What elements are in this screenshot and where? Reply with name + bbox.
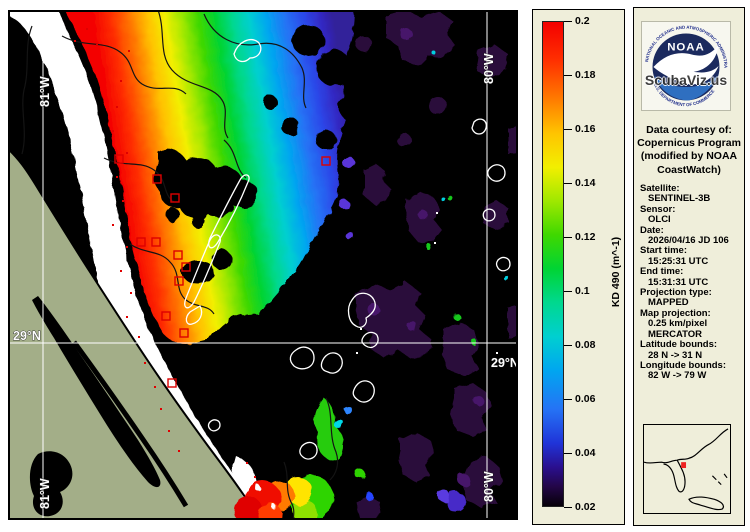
- detail-value: SENTINEL-3B: [648, 193, 711, 205]
- low-value-patches: [339, 10, 518, 520]
- detail-label: Latitude bounds:: [640, 339, 718, 351]
- colorbar-tick-mark: [564, 453, 572, 454]
- lat-label-29n-left: 29°N: [13, 329, 41, 343]
- station-marker: [321, 156, 331, 166]
- colorbar-tick-label: 0.04: [575, 447, 596, 459]
- lat-label-29n-right: 29°N: [491, 356, 518, 370]
- graticule: 81°W 81°W 80°W 80°W 29°N 29°N: [8, 10, 518, 520]
- colorbar-tick-label: 0.18: [575, 69, 596, 81]
- map-canvas: 81°W 81°W 80°W 80°W 29°N 29°N: [8, 10, 518, 520]
- colorbar-tick-label: 0.06: [575, 393, 596, 405]
- colorbar-tick-mark: [564, 129, 572, 130]
- station-marker: [151, 237, 161, 247]
- station-marker: [152, 174, 162, 184]
- scubaviz-watermark: ScubaViz.us: [644, 72, 728, 88]
- map-frame: [8, 10, 518, 520]
- credit-line: Copernicus Program: [637, 137, 741, 150]
- metadata-panel: NOAA NATIONAL OCEANIC AND ATMOSPHERIC AD…: [633, 7, 745, 526]
- station-marker: [179, 328, 189, 338]
- land: [8, 147, 261, 520]
- lon-label-81w-top: 81°W: [38, 76, 52, 107]
- station-marker: [173, 250, 183, 260]
- lon-label-80w-top: 80°W: [482, 53, 496, 84]
- colorbar-tick-label: 0.08: [575, 339, 596, 351]
- station-marker: [174, 276, 184, 286]
- colorbar-tick-mark: [564, 183, 572, 184]
- detail-value: 0.25 km/pixel: [648, 318, 708, 330]
- detail-value: OLCI: [648, 214, 671, 226]
- detail-value: MERCATOR: [648, 328, 703, 340]
- colorbar-tick-mark: [564, 507, 572, 508]
- detail-label: Sensor:: [640, 203, 676, 215]
- lagoon: [32, 296, 161, 488]
- colorbar-tick-label: 0.2: [575, 15, 590, 27]
- scene-details: Satellite: SENTINEL-3B Sensor: OLCI Date: 202…: [640, 183, 742, 382]
- station-marker: [181, 262, 191, 272]
- lon-label-80w-bottom: 80°W: [482, 471, 496, 502]
- inset-coastline: [643, 428, 729, 511]
- inset-scene-marker: [681, 462, 687, 469]
- colorbar-tick-label: 0.12: [575, 231, 596, 243]
- noaa-gull-icon: [653, 44, 719, 85]
- detail-label: Longitude bounds:: [640, 359, 727, 371]
- station-marker: [161, 311, 171, 321]
- detail-value: 15:25:31 UTC: [648, 255, 709, 267]
- cloud-holes: [154, 24, 365, 370]
- colorbar-tick-label: 0.14: [575, 177, 596, 189]
- credit-line: (modified by NOAA: [640, 150, 738, 163]
- detail-value: 28 N -> 31 N: [648, 349, 703, 361]
- satellite-map: 81°W 81°W 80°W 80°W 29°N 29°N: [8, 10, 518, 520]
- colorbar-gradient: [542, 21, 564, 507]
- locator-inset-map: [643, 424, 731, 514]
- credit-line: Data courtesy of:: [646, 124, 732, 136]
- detail-value: 15:31:31 UTC: [648, 276, 709, 288]
- colorbar-tick-mark: [564, 291, 572, 292]
- noaa-acronym: NOAA: [667, 42, 705, 54]
- station-marker: [114, 154, 124, 164]
- detail-label: Date:: [640, 224, 664, 236]
- colorbar-tick-mark: [564, 399, 572, 400]
- colorbar-tick-mark: [564, 237, 572, 238]
- colorbar-panel: 0.2 0.18 0.16 0.14 0.12 0.1 0.08 0.06 0.04 0.02 K…: [532, 9, 625, 525]
- colorbar-tick-label: 0.02: [575, 501, 596, 513]
- station-marker: [170, 193, 180, 203]
- detail-value: 82 W -> 79 W: [648, 370, 707, 382]
- colorbar-tick-mark: [564, 21, 572, 22]
- station-marker: [167, 378, 177, 388]
- colorbar-title: KD 490 (m^-1): [610, 236, 622, 308]
- lon-label-81w-bottom: 81°W: [38, 478, 52, 509]
- white-contours: [91, 39, 511, 460]
- colorbar-tick-mark: [564, 75, 572, 76]
- green-patches: [314, 50, 509, 501]
- colorbar-tick-mark: [564, 345, 572, 346]
- colorbar-tick-label: 0.1: [575, 285, 590, 297]
- lake: [29, 451, 73, 517]
- credit-line: CoastWatch): [657, 163, 721, 176]
- detail-value: MAPPED: [648, 297, 689, 309]
- edge-speckles: [74, 28, 498, 478]
- detail-label: Map projection:: [640, 307, 711, 319]
- detail-value: 2026/04/16 JD 106: [648, 235, 729, 247]
- detail-label: End time:: [640, 266, 684, 278]
- detail-label: Satellite:: [640, 183, 680, 194]
- station-markers: [114, 154, 331, 388]
- colorbar-tick-label: 0.16: [575, 123, 596, 135]
- station-marker: [136, 237, 146, 247]
- detail-label: Start time:: [640, 245, 687, 257]
- data-credit: Data courtesy of: Copernicus Program (modi…: [636, 124, 742, 177]
- detail-label: Projection type:: [640, 287, 712, 299]
- noaa-logo: NOAA NATIONAL OCEANIC AND ATMOSPHERIC AD…: [641, 21, 731, 111]
- barrier-island: [71, 340, 189, 508]
